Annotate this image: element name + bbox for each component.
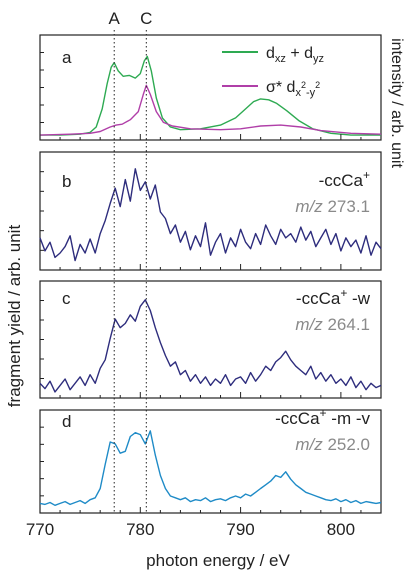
mz-label-d: m/z 252.0 xyxy=(295,435,370,454)
fragment-label-c: -ccCa+ -w xyxy=(296,286,371,308)
panel-letter-d: d xyxy=(62,412,71,431)
series-panel-d xyxy=(39,430,382,506)
panel-letter-c: c xyxy=(62,289,71,308)
series-panel-c xyxy=(39,299,382,393)
panel-frame-a xyxy=(39,34,382,141)
series-sigma-dx2-y2 xyxy=(39,84,382,136)
x-tick-label: 780 xyxy=(126,520,154,539)
series-curves xyxy=(39,55,382,506)
legend-entry-dxz-dyz: dxz + dyz xyxy=(266,45,324,65)
marker-lines xyxy=(113,30,147,513)
x-tick-label: 790 xyxy=(226,520,254,539)
axis-ticks: 770 780 790 800 xyxy=(26,52,382,539)
mz-label-b: m/z 273.1 xyxy=(295,197,370,216)
y-axis-label-left: fragment yield / arb. unit xyxy=(5,225,24,408)
fragment-label-d: -ccCa+ -m -v xyxy=(275,406,370,428)
legend: dxz + dyz σ* dx2-y2 xyxy=(222,45,324,99)
marker-label-c: C xyxy=(140,9,152,28)
series-dxz-dyz xyxy=(40,55,381,136)
panel-letter-b: b xyxy=(62,172,71,191)
panel-letter-a: a xyxy=(62,48,72,67)
series-panel-b xyxy=(39,168,382,262)
x-axis-label: photon energy / eV xyxy=(146,551,290,570)
y-axis-label-right: intensity / arb. unit xyxy=(388,38,405,168)
marker-label-a: A xyxy=(109,9,121,28)
x-tick-label: 800 xyxy=(327,520,355,539)
mz-label-c: m/z 264.1 xyxy=(295,315,370,334)
x-tick-label: 770 xyxy=(26,520,54,539)
fragment-label-b: -ccCa+ xyxy=(319,168,370,190)
legend-entry-sigma: σ* dx2-y2 xyxy=(266,79,320,99)
